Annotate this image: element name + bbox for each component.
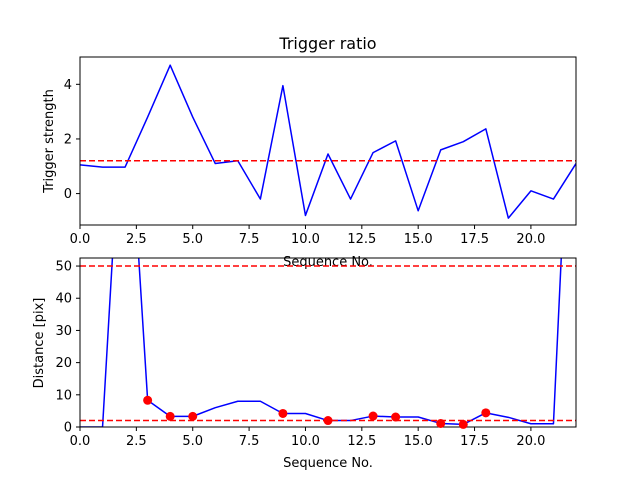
trigger-ratio-y-label: Trigger strength: [42, 89, 57, 194]
trigger-ratio-x-tick-label: 10.0: [291, 232, 320, 247]
distance-y-tick-label: 0: [64, 421, 72, 436]
trigger-ratio-x-tick-label: 15.0: [404, 232, 433, 247]
distance-marker: [143, 395, 153, 405]
distance-y-tick-label: 30: [55, 324, 72, 339]
distance-frame: [79, 257, 577, 428]
trigger-ratio-y-tick-label: 4: [64, 78, 72, 93]
distance-y-ticks: 0 10 20 30 40 50: [55, 260, 80, 436]
trigger-ratio-x-tick-label: 12.5: [347, 232, 376, 247]
trigger-ratio-x-label: Sequence No.: [283, 255, 373, 270]
trigger-ratio-y-tick-label: 2: [64, 132, 72, 147]
distance-x-tick-label: 2.5: [126, 434, 147, 449]
trigger-ratio-frame: [79, 56, 577, 226]
trigger-ratio-title: Trigger ratio: [278, 34, 376, 53]
distance-marker: [165, 411, 175, 421]
distance-marker: [278, 408, 288, 418]
distance-x-ticks: 0.0 2.5 5.0 7.5 10.0 12.5 15.0 17.5 20.0: [70, 427, 545, 449]
distance-x-tick-label: 10.0: [291, 434, 320, 449]
distance-y-label: Distance [pix]: [32, 298, 47, 389]
distance-marker: [188, 411, 198, 421]
distance-marker: [391, 412, 401, 422]
distance-y-tick-label: 50: [55, 260, 72, 275]
distance-marker: [368, 411, 378, 421]
trigger-ratio-axes: 0.0 2.5 5.0 7.5 10.0 12.5 15.0 17.5 20.0 0 2 4 Tri…: [42, 34, 577, 270]
distance-x-tick-label: 15.0: [404, 434, 433, 449]
trigger-ratio-x-tick-label: 7.5: [239, 232, 260, 247]
distance-x-tick-label: 17.5: [460, 434, 489, 449]
distance-x-tick-label: 5.0: [182, 434, 203, 449]
trigger-ratio-x-tick-label: 0.0: [70, 232, 91, 247]
trigger-ratio-series-line: [80, 64, 576, 219]
distance-y-tick-label: 40: [55, 292, 72, 307]
trigger-ratio-x-tick-label: 17.5: [460, 232, 489, 247]
distance-x-tick-label: 12.5: [347, 434, 376, 449]
distance-marker: [323, 416, 333, 426]
trigger-ratio-plot-area: [80, 64, 576, 219]
distance-x-tick-label: 0.0: [70, 434, 91, 449]
trigger-ratio-x-tick-label: 20.0: [516, 232, 545, 247]
trigger-ratio-x-ticks: 0.0 2.5 5.0 7.5 10.0 12.5 15.0 17.5 20.0: [70, 225, 545, 247]
distance-marker: [481, 408, 491, 418]
distance-markers: [143, 395, 491, 429]
distance-x-tick-label: 20.0: [516, 434, 545, 449]
distance-y-tick-label: 20: [55, 356, 72, 371]
trigger-ratio-x-tick-label: 2.5: [126, 232, 147, 247]
trigger-ratio-y-tick-label: 0: [64, 187, 72, 202]
distance-axes: 0.0 2.5 5.0 7.5 10.0 12.5 15.0 17.5 20.0 0 10 20 30…: [32, 257, 577, 471]
trigger-ratio-x-tick-label: 5.0: [182, 232, 203, 247]
distance-marker: [458, 419, 468, 429]
trigger-ratio-y-ticks: 0 2 4: [64, 78, 80, 202]
distance-y-tick-label: 10: [55, 388, 72, 403]
distance-x-tick-label: 7.5: [239, 434, 260, 449]
distance-x-label: Sequence No.: [283, 456, 373, 471]
distance-marker: [436, 418, 446, 428]
